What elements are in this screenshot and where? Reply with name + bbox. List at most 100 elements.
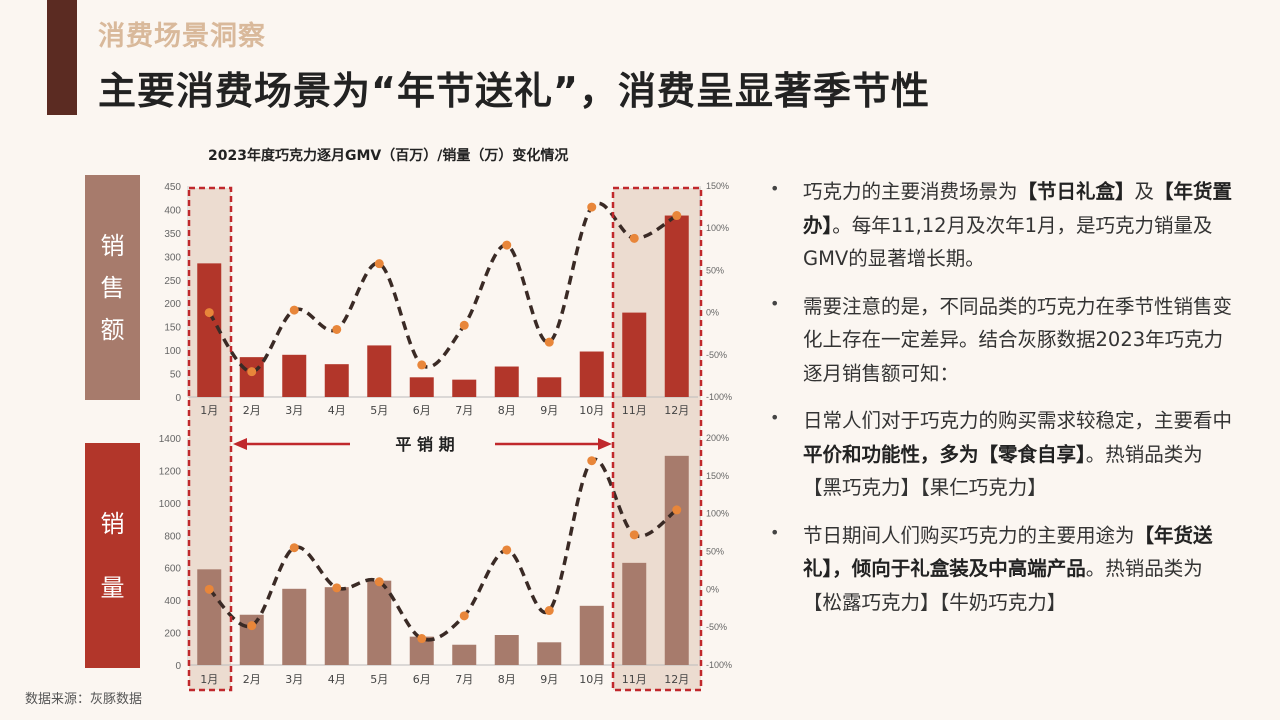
flat-period-arrowhead-right <box>598 438 612 450</box>
sales-x-tick-label: 4月 <box>328 404 346 417</box>
volume-y-tick-label: 400 <box>164 596 181 607</box>
sales-x-tick-label: 12月 <box>664 404 689 417</box>
volume-x-tick-label: 2月 <box>243 673 261 686</box>
sales-bar <box>452 379 477 397</box>
sales-y-tick-label: 300 <box>164 252 181 263</box>
volume-growth-point <box>544 606 554 616</box>
volume-x-tick-label: 9月 <box>540 673 558 686</box>
insight-text: 需要注意的是，不同品类的巧克力在季节性销售变化上存在一定差异。结合灰豚数据202… <box>803 294 1233 385</box>
volume-growth-point <box>204 584 214 594</box>
volume-label-char: 销 <box>100 509 125 538</box>
sales-y-tick-label: 150 <box>164 323 181 334</box>
flat-period-arrowhead-left <box>233 438 247 450</box>
sales-y-tick-label: 250 <box>164 276 181 287</box>
sales-growth-point <box>459 320 469 330</box>
volume-growth-point <box>502 545 512 555</box>
insight-item: 巧克力的主要消费场景为【节日礼盒】及【年货置办】。每年11,12月及次年1月，是… <box>770 175 1240 276</box>
sales-label-char: 销 <box>100 231 125 260</box>
volume-bar <box>622 562 647 665</box>
sales-growth-line <box>207 201 678 374</box>
highlight-box-nov-dec <box>611 186 703 692</box>
volume-y2-tick-label: -100% <box>706 660 732 670</box>
insight-item: 节日期间人们购买巧克力的主要用途为【年货送礼】，倾向于礼盒装及中高端产品。热销品… <box>770 519 1240 620</box>
volume-growth-point <box>332 583 342 593</box>
sales-bar <box>324 364 349 397</box>
sales-growth-point <box>502 240 512 250</box>
sales-x-tick-label: 2月 <box>243 404 261 417</box>
volume-growth-point <box>672 505 682 515</box>
volume-growth-point <box>289 543 299 553</box>
sales-growth-point <box>629 233 639 243</box>
volume-x-tick-label: 6月 <box>413 673 431 686</box>
volume-x-tick-label: 11月 <box>622 673 647 686</box>
volume-x-tick-label: 5月 <box>370 673 388 686</box>
sales-x-tick-label: 9月 <box>540 404 558 417</box>
sales-y-tick-label: 50 <box>170 370 182 381</box>
sales-x-tick-label: 1月 <box>200 404 218 417</box>
sales-growth-point <box>587 202 597 212</box>
volume-y2-tick-label: -50% <box>706 622 727 632</box>
volume-y2-tick-label: 150% <box>706 471 729 481</box>
volume-side-label: 销 量 <box>85 443 140 668</box>
insight-emphasis: 【年货送礼】，倾向于礼盒装及中高端产品 <box>803 523 1213 581</box>
sales-growth-point <box>289 305 299 315</box>
sales-y-tick-label: 0 <box>175 393 181 404</box>
volume-bar <box>282 588 307 665</box>
volume-x-tick-label: 7月 <box>455 673 473 686</box>
highlight-box-jan <box>187 186 233 692</box>
sales-bar <box>239 357 264 397</box>
insight-emphasis: 平价和功能性，多为【零食自享】 <box>803 442 1086 466</box>
sales-x-tick-label: 7月 <box>455 404 473 417</box>
insight-emphasis: 【节日礼盒】 <box>1017 180 1135 203</box>
sales-growth-point <box>672 211 682 221</box>
sales-side-label: 销 售 额 <box>85 175 140 400</box>
volume-y-tick-label: 1200 <box>159 466 182 477</box>
insight-item: 需要注意的是，不同品类的巧克力在季节性销售变化上存在一定差异。结合灰豚数据202… <box>770 290 1240 391</box>
volume-bar <box>494 635 519 665</box>
sales-growth-point <box>374 259 384 269</box>
volume-bar <box>579 605 604 665</box>
volume-bar <box>367 580 392 665</box>
sales-y2-tick-label: -50% <box>706 350 727 360</box>
volume-y-tick-label: 1000 <box>159 499 182 510</box>
volume-growth-point <box>247 621 257 631</box>
volume-y2-tick-label: 200% <box>706 433 729 443</box>
volume-x-tick-label: 8月 <box>498 673 516 686</box>
volume-growth-point <box>459 611 469 621</box>
sales-y-tick-label: 400 <box>164 205 181 216</box>
volume-bar <box>197 569 222 665</box>
accent-bar <box>47 0 77 115</box>
volume-bar <box>664 455 689 665</box>
sales-bar <box>282 354 307 397</box>
insight-list: 巧克力的主要消费场景为【节日礼盒】及【年货置办】。每年11,12月及次年1月，是… <box>770 175 1240 633</box>
sales-growth-point <box>204 308 214 318</box>
sales-y-tick-label: 100 <box>164 346 181 357</box>
volume-growth-point <box>587 456 597 466</box>
volume-y-tick-label: 0 <box>175 661 181 672</box>
section-title: 消费场景洞察 <box>98 21 266 52</box>
insight-item: 日常人们对于巧克力的购买需求较稳定，主要看中平价和功能性，多为【零食自享】。热销… <box>770 404 1240 505</box>
sales-x-tick-label: 5月 <box>370 404 388 417</box>
sales-y2-tick-label: 0% <box>706 308 719 318</box>
volume-bar <box>452 644 477 665</box>
sales-bar <box>537 377 562 397</box>
sales-growth-point <box>247 367 257 377</box>
sales-y2-tick-label: 150% <box>706 181 729 191</box>
volume-x-tick-label: 1月 <box>200 673 218 686</box>
sales-x-tick-label: 10月 <box>579 404 604 417</box>
volume-x-tick-label: 12月 <box>664 673 689 686</box>
chart-title: 2023年度巧克力逐月GMV（百万）/销量（万）变化情况 <box>208 148 569 164</box>
volume-x-tick-label: 4月 <box>328 673 346 686</box>
volume-y2-tick-label: 50% <box>706 547 724 557</box>
volume-y2-tick-label: 100% <box>706 509 729 519</box>
sales-x-tick-label: 8月 <box>498 404 516 417</box>
volume-x-tick-label: 10月 <box>579 673 604 686</box>
insight-emphasis: 【年货置办】 <box>803 180 1233 237</box>
sales-x-tick-label: 3月 <box>285 404 303 417</box>
volume-y-tick-label: 200 <box>164 629 181 640</box>
insight-text: 。热销品类为【黑巧克力】【果仁巧克力】 <box>803 442 1203 500</box>
sales-bar <box>409 377 434 397</box>
insight-text: 。热销品类为【松露巧克力】【牛奶巧克力】 <box>803 557 1203 614</box>
sales-bar <box>494 366 519 397</box>
